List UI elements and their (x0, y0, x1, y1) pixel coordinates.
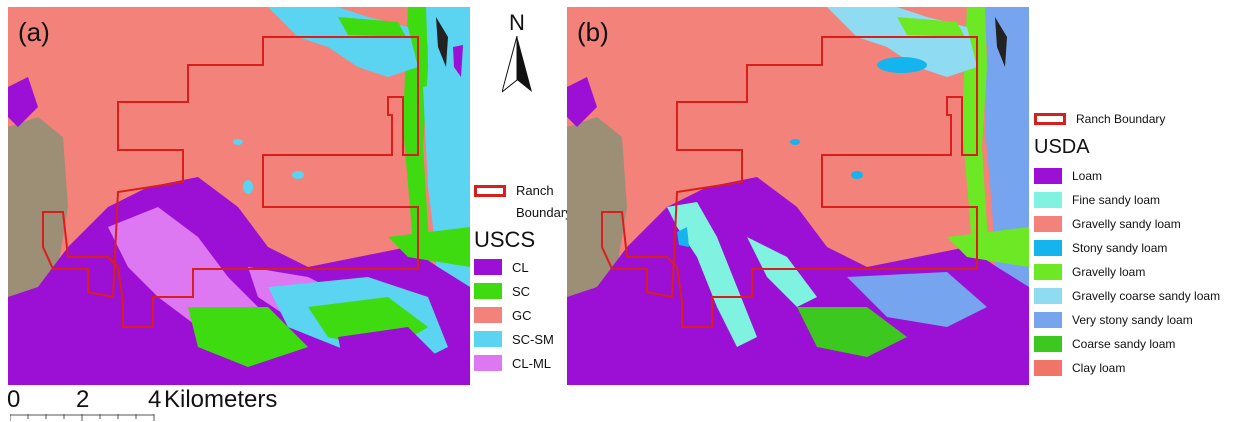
legend-title: USCS (474, 227, 536, 252)
legend-item: Fine sandy loam (1034, 192, 1160, 208)
legend-label: SC-SM (512, 331, 554, 347)
uscs-map: (a) (8, 7, 470, 385)
legend-item: Coarse sandy loam (1034, 336, 1175, 352)
legend-label: Stony sandy loam (1072, 241, 1168, 255)
legend-label: Gravelly sandy loam (1072, 217, 1181, 231)
legend-label: Coarse sandy loam (1072, 337, 1176, 351)
legend-item: CL (474, 259, 529, 275)
legend-item: SC (474, 283, 530, 299)
legend-title: USDA (1034, 136, 1090, 158)
legend-swatch (474, 331, 502, 347)
ranch-boundary-label: Ranch Boundary (1076, 112, 1166, 126)
legend-item: SC-SM (474, 331, 554, 347)
north-letter: N (509, 10, 525, 35)
legend-swatch (474, 307, 502, 323)
ranch-boundary-label-line2: Boundary (516, 205, 572, 220)
scale-unit: Kilometers (164, 386, 278, 413)
legend-swatch (1034, 360, 1062, 376)
north-arrow-icon (502, 36, 532, 93)
legend-label: CL-ML (512, 355, 552, 371)
legend-item: CL-ML (474, 355, 551, 371)
ranch-boundary-swatch (1034, 113, 1066, 125)
legend-item: Loam (1034, 168, 1102, 184)
legend-swatch (474, 259, 502, 275)
scale-bar: 0 2 4 Kilometers (0, 386, 300, 422)
legend-label: Gravelly coarse sandy loam (1072, 289, 1221, 303)
legend-swatch (474, 355, 502, 371)
panel-label-a: (a) (18, 17, 50, 47)
legend-swatch (1034, 264, 1062, 280)
legend-label: Fine sandy loam (1072, 193, 1161, 207)
legend-swatch (1034, 240, 1062, 256)
panel-label-b: (b) (577, 17, 609, 47)
legend-item: Clay loam (1034, 360, 1125, 376)
ranch-boundary-swatch (474, 184, 506, 197)
legend-swatch (1034, 336, 1062, 352)
legend-label: Gravelly loam (1072, 265, 1146, 279)
north-arrow: N (488, 8, 546, 102)
legend-swatch (474, 283, 502, 299)
legend-label: Very stony sandy loam (1072, 313, 1193, 327)
legend-label: Loam (1072, 169, 1103, 183)
legend-label: CL (512, 259, 529, 275)
ranch-boundary-label: Ranch (516, 183, 554, 198)
legend-swatch (1034, 192, 1062, 208)
legend-swatch (1034, 288, 1062, 304)
legend-item: Gravelly coarse sandy loam (1034, 288, 1220, 304)
legend-item: GC (474, 307, 532, 323)
usda-map: (b) (567, 7, 1029, 385)
scale-tick-4: 4 (148, 386, 162, 413)
legend-label: SC (512, 283, 531, 299)
scale-tick-2: 2 (76, 386, 90, 413)
legend-swatch (1034, 312, 1062, 328)
legend-item: Gravelly loam (1034, 264, 1145, 280)
legend-item: Gravelly sandy loam (1034, 216, 1181, 232)
legend-swatch (1034, 168, 1062, 184)
scale-tick-0: 0 (7, 386, 21, 413)
legend-item: Very stony sandy loam (1034, 312, 1193, 328)
legend-label: Clay loam (1072, 361, 1126, 375)
legend-item: Stony sandy loam (1034, 240, 1167, 256)
legend-label: GC (512, 307, 532, 323)
scale-ruler (10, 414, 155, 421)
legend-swatch (1034, 216, 1062, 232)
